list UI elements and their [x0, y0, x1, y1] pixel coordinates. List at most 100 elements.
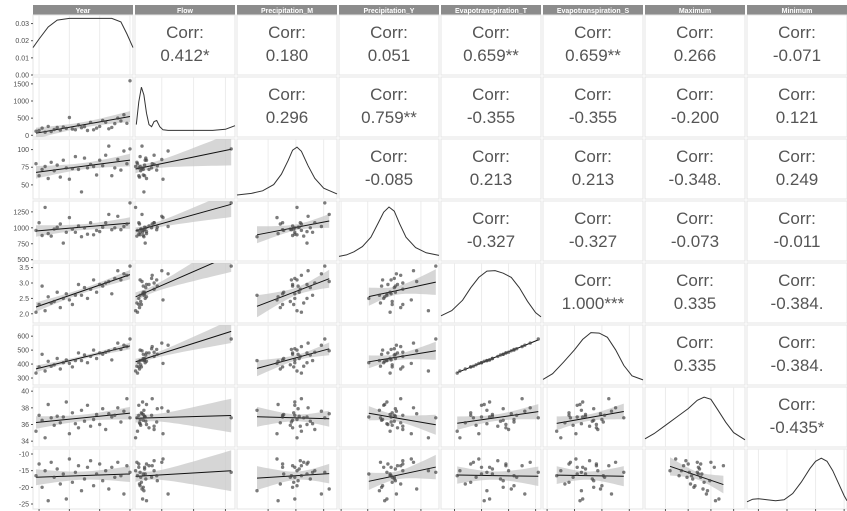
panel-background	[236, 138, 338, 200]
panel-background	[746, 324, 847, 386]
scatter-point	[110, 292, 114, 296]
scatter-point	[85, 296, 90, 301]
scatter-point	[91, 348, 96, 352]
scatter-point	[379, 352, 384, 356]
scatter-point	[394, 409, 399, 413]
scatter-point	[313, 469, 317, 473]
scatter-panel	[236, 448, 338, 510]
scatter-point	[501, 418, 505, 422]
scatter-point	[76, 464, 81, 468]
scatter-point	[67, 177, 72, 181]
scatter-point	[575, 415, 579, 419]
y-tick-label: 34	[21, 439, 29, 446]
scatter-point	[161, 361, 165, 366]
y-tick-label: 1250	[13, 209, 29, 216]
scatter-point	[125, 344, 129, 349]
scatter-point	[139, 480, 144, 484]
scatter-point	[567, 480, 571, 484]
scatter-point	[155, 168, 159, 172]
scatter-point	[58, 482, 62, 486]
scatter-point	[155, 352, 159, 356]
scatter-point	[128, 416, 132, 420]
scatter-point	[377, 489, 382, 493]
scatter-point	[293, 292, 297, 296]
scatter-point	[67, 361, 72, 366]
scatter-panel	[338, 324, 440, 386]
correlation-label: Corr:	[778, 395, 816, 414]
scatter-point	[594, 462, 599, 466]
panel-background	[236, 76, 338, 138]
regression-line	[135, 470, 232, 477]
scatter-point	[137, 413, 141, 417]
scatter-point	[578, 402, 582, 407]
scatter-point	[104, 427, 108, 432]
scatter-point	[135, 474, 140, 478]
scatter-point	[101, 164, 105, 168]
scatter-point	[602, 413, 607, 417]
correlation-label: Corr:	[268, 85, 306, 104]
correlation-panel: Corr: 0.412*	[134, 14, 236, 76]
correlation-panel: Corr: 0.213	[440, 138, 542, 200]
scatter-point	[98, 124, 102, 129]
correlation-value: 0.659**	[565, 46, 621, 65]
correlation-value: -0.348.	[669, 170, 722, 189]
scatter-point	[52, 299, 56, 304]
scatter-point	[142, 190, 146, 194]
scatter-point	[536, 470, 540, 474]
scatter-point	[297, 414, 301, 418]
scatter-panel	[542, 448, 644, 510]
scatter-point	[85, 166, 90, 170]
scatter-point	[82, 477, 87, 481]
scatter-point	[135, 301, 139, 305]
scatter-point	[293, 475, 297, 479]
scatter-point	[37, 413, 41, 417]
scatter-point	[504, 462, 508, 466]
scatter-point	[138, 293, 142, 297]
regression-line	[368, 412, 436, 426]
scatter-point	[107, 412, 111, 416]
correlation-panel: Corr: -0.435*	[746, 386, 847, 448]
scatter-point	[613, 460, 618, 464]
scatter-point	[713, 499, 718, 503]
confidence-band	[135, 325, 232, 365]
scatter-point	[85, 403, 90, 407]
confidence-band	[556, 466, 624, 487]
correlation-panel: Corr: -0.355	[542, 76, 644, 138]
density-panel	[32, 14, 134, 76]
scatter-point	[85, 128, 90, 133]
panel-background	[542, 76, 644, 138]
scatter-point	[579, 489, 584, 493]
scatter-point	[155, 278, 159, 282]
scatter-point	[37, 174, 41, 178]
scatter-point	[150, 397, 154, 401]
regression-line	[135, 263, 215, 298]
scatter-point	[155, 479, 159, 483]
scatter-point	[323, 416, 327, 420]
scatter-point	[144, 402, 149, 407]
correlation-value: 1.000***	[562, 294, 625, 313]
correlation-label: Corr:	[472, 209, 510, 228]
scatter-point	[275, 215, 279, 220]
y-tick-label: 750	[17, 241, 29, 248]
scatter-point	[474, 475, 478, 479]
regression-line	[256, 348, 330, 369]
correlation-value: -0.327	[569, 232, 617, 251]
scatter-point	[512, 417, 516, 422]
scatter-point	[498, 419, 503, 423]
correlation-panel: Corr: 0.051	[338, 14, 440, 76]
scatter-point	[299, 474, 304, 478]
correlation-value: -0.435*	[770, 418, 825, 437]
scatter-point	[622, 470, 626, 474]
scatter-point	[411, 341, 416, 345]
scatter-point	[434, 416, 438, 420]
scatter-point	[482, 359, 486, 363]
scatter-point	[313, 350, 317, 354]
scatter-point	[64, 497, 69, 501]
scatter-point	[512, 474, 516, 478]
scatter-point	[139, 302, 144, 307]
panel-background	[746, 14, 847, 76]
scatter-point	[34, 228, 38, 233]
scatter-point	[523, 409, 527, 413]
scatter-point	[674, 457, 678, 461]
scatter-point	[137, 305, 142, 310]
